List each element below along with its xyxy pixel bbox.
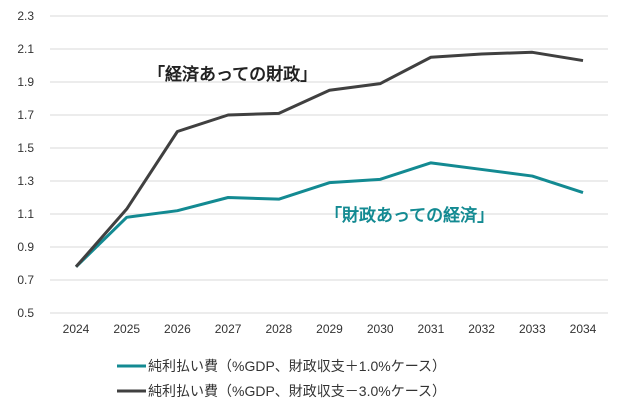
y-tick-label: 0.9 [17, 240, 34, 254]
y-tick-label: 1.5 [17, 141, 34, 155]
x-tick-label: 2032 [468, 322, 495, 336]
x-tick-label: 2031 [418, 322, 445, 336]
x-tick-label: 2033 [519, 322, 546, 336]
y-tick-label: 1.7 [17, 108, 34, 122]
x-tick-label: 2028 [265, 322, 292, 336]
y-tick-label: 1.1 [17, 207, 34, 221]
legend-label-dark: 純利払い費（%GDP、財政収支－3.0%ケース） [148, 383, 446, 399]
x-tick-label: 2027 [215, 322, 242, 336]
y-tick-label: 2.1 [17, 42, 34, 56]
y-tick-label: 2.3 [17, 9, 34, 23]
x-tick-label: 2024 [63, 322, 90, 336]
legend-label-teal: 純利払い費（%GDP、財政収支＋1.0%ケース） [148, 358, 446, 374]
x-tick-label: 2034 [570, 322, 597, 336]
series-line-1 [74, 50, 584, 268]
x-tick-label: 2026 [164, 322, 191, 336]
x-tick-label: 2029 [316, 322, 343, 336]
x-tick-label: 2025 [113, 322, 140, 336]
x-tick-label: 2030 [367, 322, 394, 336]
y-tick-label: 1.3 [17, 174, 34, 188]
y-tick-label: 0.5 [17, 306, 34, 320]
annotation-dark: 「経済あっての財政」 [148, 64, 317, 84]
y-tick-label: 1.9 [17, 75, 34, 89]
legend: 純利払い費（%GDP、財政収支＋1.0%ケース） 純利払い費（%GDP、財政収支… [117, 358, 446, 399]
annotation-teal: 「財政あっての経済」 [325, 205, 494, 225]
y-tick-label: 0.7 [17, 273, 34, 287]
